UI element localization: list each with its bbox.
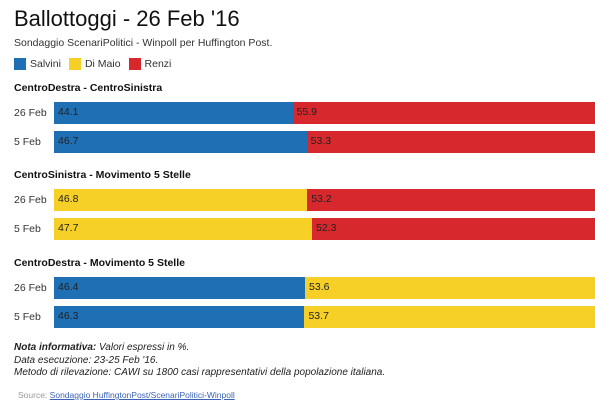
legend-swatch bbox=[14, 58, 26, 70]
legend-label: Salvini bbox=[30, 58, 61, 70]
data-label: 53.2 bbox=[311, 193, 332, 205]
chart-title: Ballottoggi - 26 Feb '16 bbox=[14, 6, 240, 31]
stacked-bar: 46.4 53.6 bbox=[54, 277, 595, 299]
notes-line3: Metodo di rilevazione: CAWI su 1800 casi… bbox=[14, 367, 386, 378]
data-label: 46.7 bbox=[58, 135, 79, 147]
row-label: 5 Feb bbox=[14, 311, 41, 323]
bar-segment-salvini: 46.4 bbox=[54, 277, 306, 299]
group-title: CentroDestra - Movimento 5 Stelle bbox=[14, 257, 185, 269]
notes: Nota informativa: Valori espressi in %. … bbox=[14, 342, 385, 380]
row-label: 26 Feb bbox=[14, 282, 47, 294]
bar-segment-salvini: 44.1 bbox=[54, 102, 293, 124]
data-label: 53.6 bbox=[309, 281, 330, 293]
legend-label: Di Maio bbox=[84, 58, 121, 70]
source-label: Source: bbox=[18, 390, 48, 400]
source: Source: Sondaggio HuffingtonPost/Scenari… bbox=[18, 390, 235, 400]
data-label: 53.3 bbox=[310, 135, 332, 147]
legend-swatch bbox=[128, 58, 141, 70]
row-label: 26 Feb bbox=[14, 107, 47, 119]
bar-segment-salvini: 46.7 bbox=[54, 131, 307, 153]
bar-segment-salvini: 46.3 bbox=[54, 306, 305, 328]
row-label: 5 Feb bbox=[14, 136, 41, 148]
stacked-bar: 47.7 52.3 bbox=[54, 218, 595, 240]
legend-item: Renzi bbox=[128, 58, 172, 70]
legend: Salvini Di Maio Renzi bbox=[14, 57, 179, 71]
legend-label: Renzi bbox=[144, 58, 172, 70]
chart-subtitle: Sondaggio ScenariPolitici - Winpoll per … bbox=[14, 37, 273, 49]
data-label: 53.7 bbox=[308, 310, 329, 322]
row-label: 5 Feb bbox=[14, 223, 41, 235]
bar-segment-renzi: 53.2 bbox=[307, 189, 595, 211]
bar-segment-renzi: 52.3 bbox=[312, 218, 595, 240]
data-label: 46.3 bbox=[58, 310, 79, 322]
data-label: 47.7 bbox=[58, 222, 79, 234]
data-label: 46.4 bbox=[58, 281, 79, 293]
legend-swatch bbox=[68, 58, 81, 70]
bar-segment-renzi: 53.3 bbox=[306, 131, 595, 153]
legend-item: Di Maio bbox=[68, 58, 121, 70]
data-label: 55.9 bbox=[296, 106, 318, 118]
bar-segment-di-maio: 53.7 bbox=[304, 306, 595, 328]
notes-line1: Valori espressi in %. bbox=[96, 342, 190, 353]
notes-heading: Nota informativa: bbox=[14, 342, 97, 353]
legend-item: Salvini bbox=[14, 58, 61, 70]
data-label: 44.1 bbox=[58, 106, 79, 118]
data-label: 46.8 bbox=[58, 193, 79, 205]
stacked-bar: 44.1 55.9 bbox=[54, 102, 595, 124]
data-label: 52.3 bbox=[316, 222, 337, 234]
bar-segment-di-maio: 47.7 bbox=[54, 218, 313, 240]
stacked-bar: 46.7 53.3 bbox=[54, 131, 595, 153]
notes-line2: Data esecuzione: 23-25 Feb '16. bbox=[14, 354, 159, 366]
row-label: 26 Feb bbox=[14, 194, 47, 206]
bar-segment-di-maio: 46.8 bbox=[54, 189, 308, 211]
stacked-bar: 46.8 53.2 bbox=[54, 189, 595, 211]
group-title: CentroSinistra - Movimento 5 Stelle bbox=[14, 169, 191, 181]
bar-segment-di-maio: 53.6 bbox=[305, 277, 595, 299]
stacked-bar: 46.3 53.7 bbox=[54, 306, 595, 328]
bar-segment-renzi: 55.9 bbox=[292, 102, 595, 124]
group-title: CentroDestra - CentroSinistra bbox=[14, 82, 163, 94]
source-link[interactable]: Sondaggio HuffingtonPost/ScenariPolitici… bbox=[49, 390, 235, 400]
